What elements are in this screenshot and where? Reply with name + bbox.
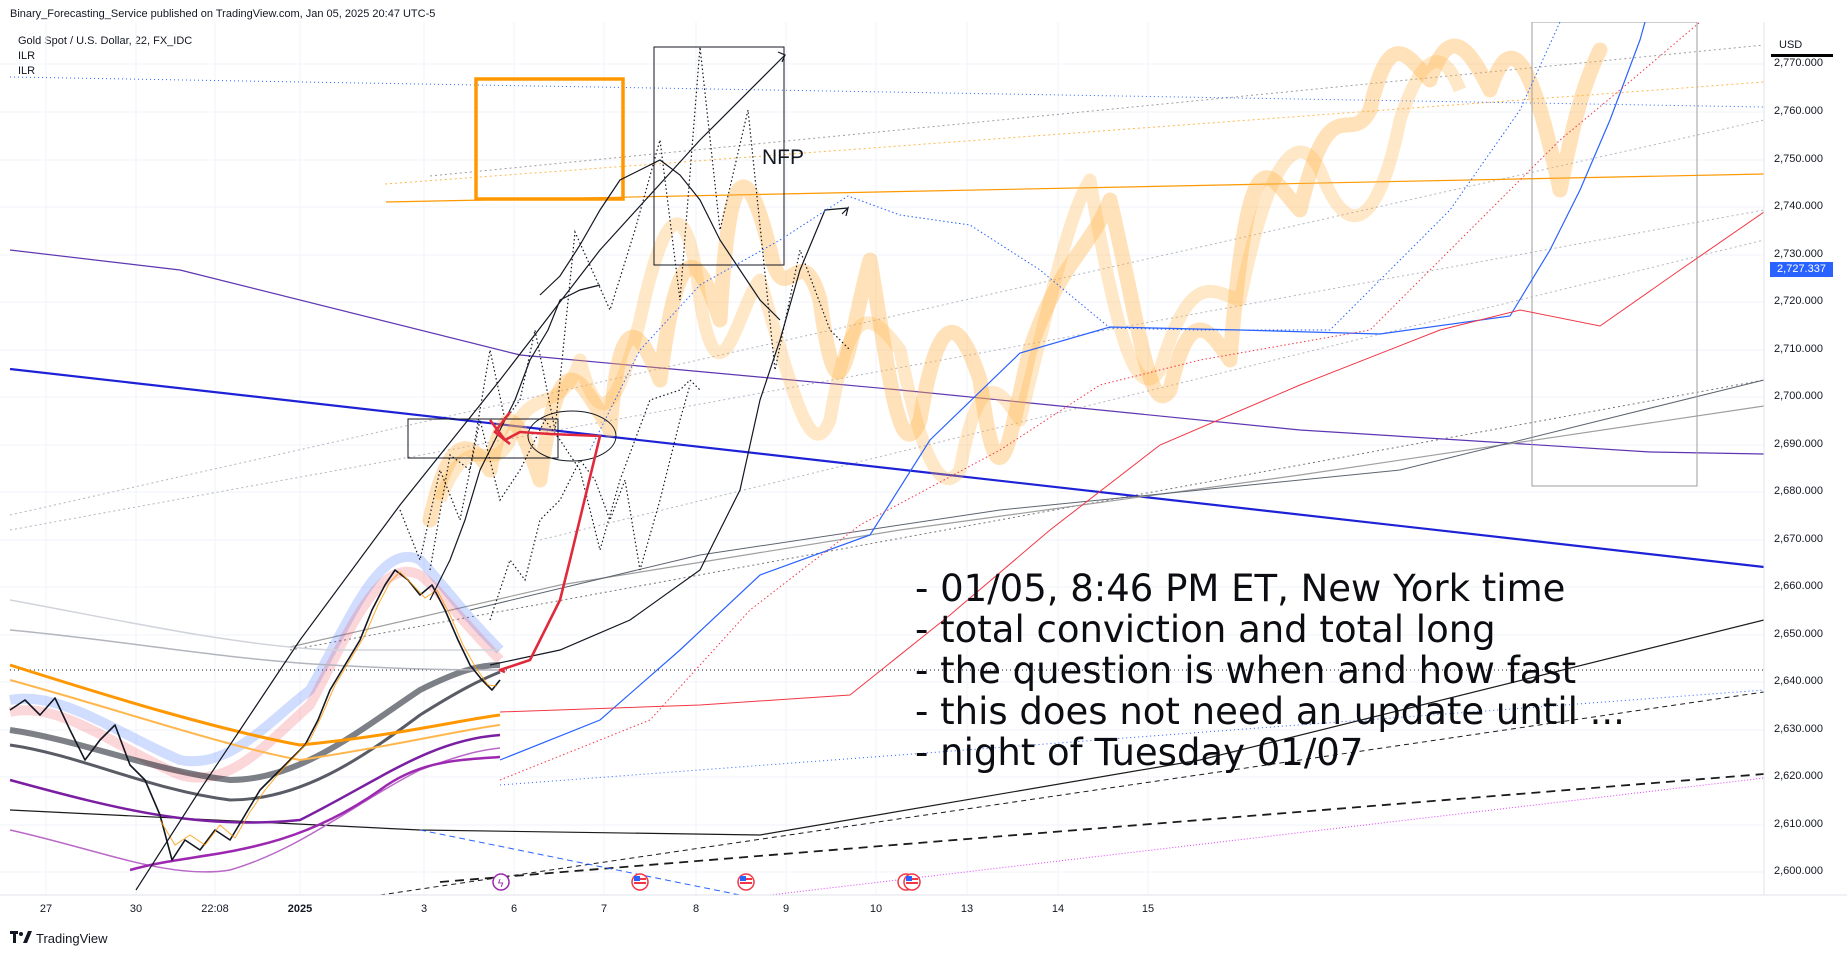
blue-projection-line[interactable] xyxy=(499,22,1646,761)
publisher-header: Binary_Forecasting_Service published on … xyxy=(10,8,436,20)
event-markers[interactable]: ϟ xyxy=(492,873,921,891)
time-tick: 22:08 xyxy=(201,903,229,915)
grid-lines xyxy=(0,22,1764,895)
time-tick: 8 xyxy=(692,903,700,915)
blue-dashed-line xyxy=(419,829,741,896)
price-tick: 2,730.000 xyxy=(1774,248,1823,260)
time-tick: 7 xyxy=(600,903,608,915)
tradingview-logo-text: TradingView xyxy=(36,930,108,946)
time-tick: 15 xyxy=(1141,903,1155,915)
symbol-title[interactable]: Gold Spot / U.S. Dollar, 22, FX_IDC xyxy=(18,35,193,47)
indicator-label-1[interactable]: ILR xyxy=(18,50,36,62)
price-tick: 2,640.000 xyxy=(1774,675,1823,687)
current-price-tag: 2,727.337 xyxy=(1770,262,1833,277)
lightning-icon xyxy=(492,873,510,891)
red-thin-projection xyxy=(499,211,1764,713)
svg-text:ϟ: ϟ xyxy=(497,877,504,890)
indicator-label-2[interactable]: ILR xyxy=(18,65,36,77)
consolidation-box[interactable] xyxy=(407,418,559,459)
price-tick: 2,630.000 xyxy=(1774,723,1823,735)
time-tick: 30 xyxy=(129,903,143,915)
price-tick: 2,650.000 xyxy=(1774,628,1823,640)
red-projection-path[interactable] xyxy=(488,419,602,674)
solid-projection-arrows xyxy=(135,51,850,891)
black-dashed-line-1 xyxy=(379,691,1764,896)
chart-legend: Gold Spot / U.S. Dollar, 22, FX_IDC ILR … xyxy=(18,34,192,79)
red-arrow-head xyxy=(493,411,512,446)
price-tick: 2,660.000 xyxy=(1774,580,1823,592)
time-tick: 6 xyxy=(510,903,518,915)
chart-canvas[interactable]: ϟ xyxy=(0,22,1847,902)
price-tick: 2,760.000 xyxy=(1774,105,1823,117)
grey-rising-line xyxy=(289,405,1764,648)
nfp-box[interactable] xyxy=(653,46,785,266)
time-tick: 14 xyxy=(1051,903,1065,915)
price-tick: 2,600.000 xyxy=(1774,865,1823,877)
moving-average-ribbons xyxy=(8,552,504,873)
price-tick: 2,620.000 xyxy=(1774,770,1823,782)
note-line: - the question is when and how fast xyxy=(915,649,1577,692)
note-line: - this does not need an update until ... xyxy=(915,690,1625,733)
analysis-notes: - 01/05, 8:46 PM ET, New York time - tot… xyxy=(915,568,1625,773)
time-tick: 27 xyxy=(39,903,53,915)
price-tick: 2,680.000 xyxy=(1774,485,1823,497)
price-tick: 2,700.000 xyxy=(1774,390,1823,402)
time-tick: 13 xyxy=(960,903,974,915)
price-tick: 2,740.000 xyxy=(1774,200,1823,212)
price-tick: 2,720.000 xyxy=(1774,295,1823,307)
currency-selector[interactable]: USD xyxy=(1771,33,1833,57)
highlight-ellipse[interactable] xyxy=(527,410,617,462)
tradingview-logo[interactable]: TradingView xyxy=(10,930,108,946)
orange-projection-path-2 xyxy=(433,55,1467,503)
price-tick: 2,770.000 xyxy=(1774,57,1823,69)
time-tick: 10 xyxy=(869,903,883,915)
price-tick: 2,690.000 xyxy=(1774,438,1823,450)
right-range-box[interactable] xyxy=(1531,22,1698,487)
price-candles-wicks xyxy=(159,571,498,846)
blue-down-trendline[interactable] xyxy=(9,367,1764,569)
time-tick: 2025 xyxy=(287,903,313,915)
grey-rising-line-2 xyxy=(469,379,1764,611)
faint-fan-lines xyxy=(9,44,1764,786)
black-dashed-line-2 xyxy=(439,773,1764,883)
note-line: - total conviction and total long xyxy=(915,608,1496,651)
nfp-label: NFP xyxy=(762,146,804,169)
purple-trendline[interactable] xyxy=(9,249,1764,455)
price-tick: 2,710.000 xyxy=(1774,343,1823,355)
note-line: - 01/05, 8:46 PM ET, New York time xyxy=(915,567,1566,610)
blue-dotted-projection xyxy=(589,22,1561,451)
time-tick: 3 xyxy=(420,903,428,915)
orange-projection-path xyxy=(422,38,1608,528)
price-tick: 2,670.000 xyxy=(1774,533,1823,545)
dotted-projection-paths xyxy=(399,46,851,621)
black-support-line[interactable] xyxy=(9,619,1764,836)
orange-target-box[interactable] xyxy=(474,77,625,201)
price-tick: 2,750.000 xyxy=(1774,153,1823,165)
price-tick: 2,610.000 xyxy=(1774,818,1823,830)
price-candles[interactable] xyxy=(9,569,501,861)
tradingview-logo-icon xyxy=(10,930,32,946)
time-tick: 9 xyxy=(782,903,790,915)
note-line: - night of Tuesday 01/07 xyxy=(915,731,1364,774)
purple-dotted-line xyxy=(769,777,1764,896)
